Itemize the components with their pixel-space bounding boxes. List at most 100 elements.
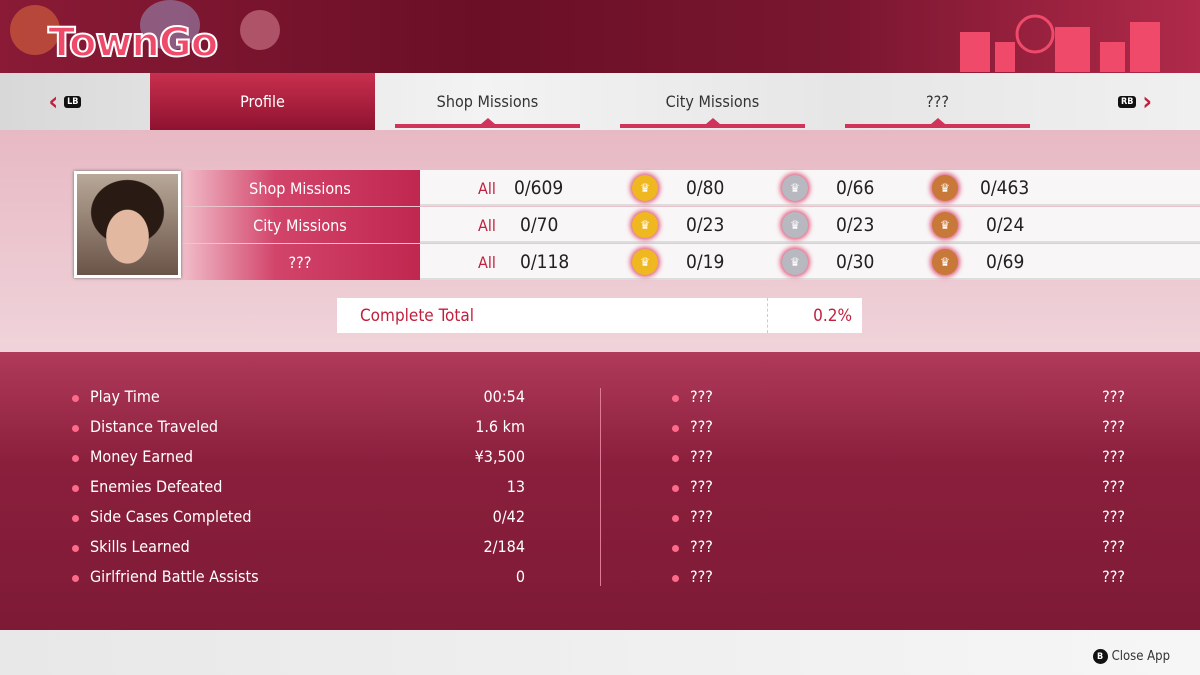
stat-row: ??? ???	[672, 387, 1127, 411]
gold-medal-icon: ♛	[632, 212, 658, 238]
silver-medal-icon: ♛	[782, 175, 808, 201]
all-label: All	[478, 179, 496, 198]
stat-row: ??? ???	[672, 417, 1127, 441]
silver-medal-icon: ♛	[782, 212, 808, 238]
gold-count: 0/23	[686, 214, 725, 236]
stat-value: 0/42	[492, 507, 525, 526]
stat-label: Play Time	[90, 387, 160, 406]
bullet-icon	[672, 455, 679, 462]
stat-row: Enemies Defeated 13	[72, 477, 527, 501]
stat-value: 2/184	[483, 537, 525, 556]
bullet-icon	[72, 455, 79, 462]
stat-label: Side Cases Completed	[90, 507, 252, 526]
stat-row: Skills Learned 2/184	[72, 537, 527, 561]
all-label: All	[478, 216, 496, 235]
bullet-icon	[672, 575, 679, 582]
bullet-icon	[672, 545, 679, 552]
bullet-icon	[672, 485, 679, 492]
tab-city-missions[interactable]: City Missions	[600, 73, 825, 130]
stat-label: ???	[690, 387, 713, 406]
complete-total: Complete Total 0.2%	[337, 298, 862, 333]
gold-medal-icon: ♛	[632, 249, 658, 275]
tab-next-button[interactable]: RB ›	[1105, 73, 1165, 130]
stat-label: ???	[690, 447, 713, 466]
stat-row: ??? ???	[672, 477, 1127, 501]
close-app-label: Close App	[1111, 649, 1170, 664]
city-skyline-icon	[960, 14, 1160, 72]
lb-badge: LB	[64, 95, 82, 108]
bronze-medal-icon: ♛	[932, 175, 958, 201]
silver-count: 0/23	[836, 214, 875, 236]
tab-profile[interactable]: Profile	[150, 73, 375, 138]
stat-row: ??? ???	[672, 537, 1127, 561]
stat-value: ???	[1102, 507, 1125, 526]
bronze-medal-icon: ♛	[932, 249, 958, 275]
stat-row: ??? ???	[672, 447, 1127, 471]
mission-category-label: Shop Missions	[180, 170, 420, 206]
stat-value: 1.6 km	[475, 417, 525, 436]
stat-value: ???	[1102, 387, 1125, 406]
stat-label: Skills Learned	[90, 537, 190, 556]
bullet-icon	[72, 575, 79, 582]
all-count: 0/609	[514, 177, 564, 199]
bullet-icon	[672, 515, 679, 522]
towngo-logo: TownGo	[47, 19, 219, 67]
stat-value: ???	[1102, 477, 1125, 496]
stat-label: ???	[690, 417, 713, 436]
stat-row: Side Cases Completed 0/42	[72, 507, 527, 531]
stat-row: ??? ???	[672, 507, 1127, 531]
stat-label: ???	[690, 507, 713, 526]
silver-count: 0/30	[836, 251, 875, 273]
bullet-icon	[672, 425, 679, 432]
all-count: 0/118	[520, 251, 570, 273]
bronze-count: 0/69	[986, 251, 1025, 273]
footer: B Close App	[0, 630, 1200, 675]
tab-label: Shop Missions	[436, 92, 539, 111]
close-app-button[interactable]: B Close App	[1092, 649, 1170, 664]
tab-label: ???	[926, 92, 949, 111]
gold-count: 0/19	[686, 251, 725, 273]
all-count: 0/70	[520, 214, 559, 236]
mission-row: City Missions All 0/70 ♛ 0/23 ♛ 0/23 ♛ 0…	[50, 207, 1200, 243]
bullet-icon	[72, 515, 79, 522]
stat-value: 13	[506, 477, 525, 496]
stat-value: ¥3,500	[474, 447, 525, 466]
avatar	[74, 171, 181, 278]
stat-label: Money Earned	[90, 447, 193, 466]
tab-prev-button[interactable]: ‹ LB	[35, 73, 95, 130]
stat-row: Distance Traveled 1.6 km	[72, 417, 527, 441]
chevron-right-icon: ›	[1142, 86, 1153, 117]
stat-value: 0	[515, 567, 525, 586]
bronze-count: 0/463	[980, 177, 1030, 199]
tab-unknown[interactable]: ???	[825, 73, 1050, 130]
silver-count: 0/66	[836, 177, 875, 199]
stat-label: Distance Traveled	[90, 417, 219, 436]
bronze-count: 0/24	[986, 214, 1025, 236]
tab-bar: ‹ LB Profile Shop Missions City Missions …	[0, 73, 1200, 138]
rb-badge: RB	[1117, 95, 1137, 108]
all-label: All	[478, 253, 496, 272]
tab-label: City Missions	[665, 92, 760, 111]
gold-medal-icon: ♛	[632, 175, 658, 201]
bronze-medal-icon: ♛	[932, 212, 958, 238]
gold-count: 0/80	[686, 177, 725, 199]
bullet-icon	[72, 485, 79, 492]
mission-category-label: ???	[180, 244, 420, 280]
stat-value: ???	[1102, 567, 1125, 586]
stat-value: 00:54	[483, 387, 525, 406]
bullet-icon	[72, 425, 79, 432]
stat-value: ???	[1102, 537, 1125, 556]
bullet-icon	[72, 395, 79, 402]
stats-divider	[600, 388, 601, 586]
bullet-icon	[72, 545, 79, 552]
stat-value: ???	[1102, 417, 1125, 436]
stat-row: ??? ???	[672, 567, 1127, 591]
header: TownGo	[0, 0, 1200, 73]
stat-label: ???	[690, 477, 713, 496]
stat-label: Enemies Defeated	[90, 477, 223, 496]
b-button-icon: B	[1092, 649, 1108, 664]
stat-value: ???	[1102, 447, 1125, 466]
tab-shop-missions[interactable]: Shop Missions	[375, 73, 600, 130]
stat-row: Money Earned ¥3,500	[72, 447, 527, 471]
stat-label: ???	[690, 567, 713, 586]
